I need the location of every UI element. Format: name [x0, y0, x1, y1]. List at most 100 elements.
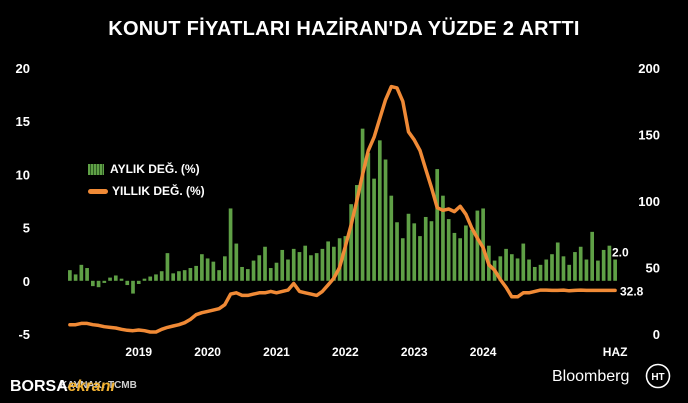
legend-item-yearly: YILLIK DEĞ. (%): [88, 180, 205, 202]
left-axis-tick-label: 15: [16, 114, 30, 129]
bar-monthly: [142, 278, 147, 281]
right-axis-tick-label: 200: [638, 61, 660, 76]
bar-monthly: [148, 276, 153, 281]
end-label-yearly: 32.8: [620, 284, 644, 298]
bar-monthly: [395, 222, 399, 281]
bar-monthly: [509, 254, 514, 281]
bar-monthly: [257, 255, 262, 281]
ht-logo-icon: HT: [645, 363, 671, 389]
bar-monthly: [613, 259, 617, 281]
bar-monthly: [578, 246, 583, 281]
bar-monthly: [211, 261, 216, 281]
bar-monthly: [383, 159, 388, 281]
bar-monthly: [228, 208, 233, 281]
bar-monthly: [251, 260, 256, 281]
bar-monthly: [544, 259, 549, 281]
bar-monthly: [320, 248, 325, 281]
left-axis-tick-label: -5: [18, 327, 30, 342]
bar-monthly: [291, 248, 296, 281]
bar-monthly: [165, 253, 170, 281]
bar-monthly: [561, 256, 566, 281]
bar-monthly: [332, 246, 336, 281]
bar-monthly: [177, 271, 181, 281]
right-axis-tick-label: 50: [646, 261, 660, 276]
bar-monthly: [469, 229, 474, 281]
legend-label-yearly: YILLIK DEĞ. (%): [112, 184, 205, 198]
bar-monthly: [96, 280, 101, 288]
bar-monthly: [223, 256, 227, 281]
left-axis-tick-label: 5: [23, 221, 30, 236]
bar-monthly: [263, 246, 267, 281]
bar-monthly: [68, 270, 72, 281]
x-axis-tick-label: 2019: [125, 345, 152, 359]
bar-monthly: [314, 253, 319, 281]
bar-monthly: [245, 269, 250, 281]
bar-monthly: [429, 221, 434, 281]
bar-monthly: [188, 268, 193, 281]
bar-monthly: [102, 280, 107, 283]
x-axis-tick-label: 2022: [332, 345, 359, 359]
bar-monthly: [521, 243, 526, 281]
bar-monthly: [601, 249, 606, 281]
bar-monthly: [108, 277, 112, 281]
left-axis-tick-label: 10: [16, 167, 30, 182]
bar-monthly: [73, 274, 78, 281]
bar-monthly: [515, 258, 520, 281]
bar-monthly: [567, 264, 572, 281]
bar-monthly: [349, 204, 353, 281]
x-axis-tick-label: 2024: [470, 345, 497, 359]
bar-monthly: [159, 271, 164, 281]
bar-monthly: [446, 219, 451, 281]
bar-monthly: [131, 280, 135, 294]
right-axis-tick-label: 100: [638, 194, 660, 209]
bar-monthly: [343, 236, 348, 281]
bar-monthly: [326, 241, 330, 281]
bar-monthly: [532, 266, 537, 281]
bar-monthly: [475, 210, 480, 281]
bar-monthly: [366, 153, 371, 281]
bar-monthly: [550, 254, 554, 281]
bar-monthly: [240, 266, 244, 281]
left-axis-tick-label: 20: [16, 61, 30, 76]
bloomberg-logo: Bloomberg: [552, 368, 630, 385]
bar-monthly: [274, 262, 279, 281]
bar-monthly: [584, 259, 589, 281]
bar-monthly: [498, 256, 503, 281]
bar-monthly: [125, 280, 130, 286]
bar-monthly: [286, 259, 290, 281]
bar-monthly: [154, 274, 158, 281]
legend-label-monthly: AYLIK DEĞ. (%): [110, 162, 200, 176]
x-axis-tick-label: 2021: [263, 345, 290, 359]
chart-title: KONUT FİYATLARI HAZİRAN'DA YÜZDE 2 ARTTI: [108, 18, 580, 40]
bar-monthly: [79, 264, 84, 281]
bar-monthly: [182, 270, 187, 281]
legend-item-monthly: AYLIK DEĞ. (%): [88, 158, 205, 180]
bar-monthly: [607, 245, 612, 281]
left-axis-tick-label: 0: [23, 274, 30, 289]
bar-monthly: [355, 185, 359, 281]
bar-monthly: [464, 225, 468, 281]
bar-monthly: [377, 140, 382, 281]
bar-monthly: [458, 238, 462, 281]
end-label-monthly: 2.0: [612, 246, 629, 260]
bar-monthly: [297, 252, 302, 281]
legend: AYLIK DEĞ. (%) YILLIK DEĞ. (%): [88, 158, 205, 202]
bar-monthly: [205, 258, 210, 281]
bar-monthly: [372, 178, 376, 281]
x-axis-tick-label: HAZ: [603, 345, 628, 359]
bar-monthly: [119, 278, 124, 281]
bar-monthly: [234, 243, 239, 281]
borsa-ekrani-logo: BORSAekranı: [10, 378, 115, 395]
bar-monthly: [406, 213, 411, 281]
right-axis-tick-label: 150: [638, 128, 660, 143]
x-axis-tick-label: 2020: [194, 345, 221, 359]
legend-swatch-bar: [88, 163, 104, 175]
line-yearly: [68, 84, 617, 334]
bar-monthly: [538, 264, 543, 281]
bar-monthly: [555, 242, 560, 281]
bar-monthly: [527, 259, 531, 281]
bar-monthly: [303, 245, 308, 281]
bar-monthly: [113, 275, 118, 281]
